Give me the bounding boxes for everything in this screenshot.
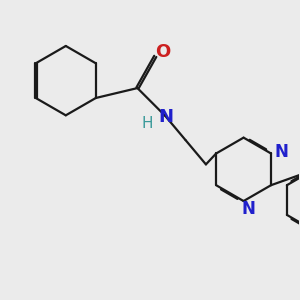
Text: O: O [156, 44, 171, 62]
Text: N: N [274, 142, 288, 160]
Text: H: H [142, 116, 153, 131]
Text: N: N [242, 200, 256, 218]
Text: N: N [159, 108, 174, 126]
